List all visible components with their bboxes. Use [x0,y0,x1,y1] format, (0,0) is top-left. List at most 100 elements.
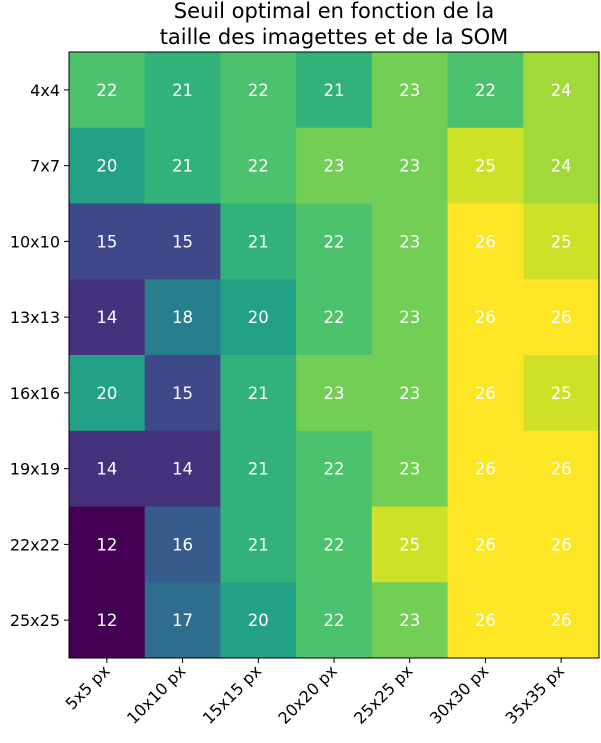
heatmap-cell [69,430,146,507]
heatmap-cell [296,506,373,583]
cell-value-label: 22 [475,81,496,100]
cell-value-label: 26 [551,535,572,554]
heatmap-cell [371,506,449,583]
heatmap-cells [69,52,600,659]
cell-value-label: 23 [399,81,420,100]
cell-value-label: 14 [172,460,193,479]
y-tick-label: 25x25 [10,611,60,630]
heatmap-cell [296,355,373,432]
cell-value-label: 26 [475,384,496,403]
heatmap-cell [220,506,297,583]
heatmap-cell [296,127,373,204]
cell-value-label: 23 [399,611,420,630]
heatmap-cell [447,203,524,280]
cell-value-label: 23 [324,384,345,403]
heatmap-cell [296,203,373,280]
heatmap-cell [447,279,524,356]
cell-value-label: 25 [551,384,572,403]
cell-value-label: 24 [551,157,572,176]
cell-value-label: 12 [96,611,117,630]
cell-value-label: 25 [551,232,572,251]
cell-value-label: 20 [96,384,117,403]
cell-value-label: 23 [399,384,420,403]
cell-value-label: 26 [475,308,496,327]
heatmap-cell [447,52,524,129]
heatmap-cell [69,127,146,204]
heatmap-cell [144,582,221,659]
heatmap-cell [69,506,146,583]
x-tick-label: 15x15 px [199,661,265,727]
heatmap-cell [144,203,221,280]
heatmap-cell [144,430,221,507]
cell-value-label: 21 [248,384,269,403]
x-axis: 5x5 px 10x10 px 15x15 px 20x20 px 25x25 px 30… [62,658,568,728]
y-tick-label: 13x13 [10,308,60,327]
cell-value-label: 22 [324,308,345,327]
heatmap-cell [296,279,373,356]
heatmap-cell [220,127,297,204]
cell-value-label: 20 [248,308,269,327]
heatmap-cell [371,127,449,204]
heatmap-cell [144,279,221,356]
cell-value-label: 22 [324,460,345,479]
heatmap-cell [220,430,297,507]
heatmap-cell [523,279,600,356]
heatmap-cell [69,52,146,129]
heatmap-cell [371,52,449,129]
heatmap-cell [371,582,449,659]
cell-value-label: 23 [399,157,420,176]
cell-value-label: 22 [324,232,345,251]
cell-value-label: 26 [475,611,496,630]
cell-value-label: 16 [172,535,193,554]
cell-value-label: 21 [248,232,269,251]
y-tick-label: 19x19 [10,460,60,479]
y-tick-label: 22x22 [10,535,60,554]
cell-value-label: 24 [551,81,572,100]
heatmap-cell [523,582,600,659]
heatmap-cell [69,582,146,659]
y-axis: 4x4 7x7 10x10 13x13 16x16 19x19 22x22 25x25 [10,81,69,630]
cell-value-label: 15 [172,232,193,251]
heatmap-cell [371,203,449,280]
cell-value-label: 22 [324,535,345,554]
x-tick-label: 20x20 px [274,661,340,727]
heatmap-cell [523,355,600,432]
heatmap-cell [371,430,449,507]
cell-value-label: 23 [399,232,420,251]
cell-value-label: 21 [248,535,269,554]
cell-value-label: 21 [172,81,193,100]
chart-title-line-1: Seuil optimal en fonction de la [174,0,495,23]
cell-value-label: 15 [96,232,117,251]
cell-value-label: 21 [248,460,269,479]
heatmap-cell [144,506,221,583]
cell-value-label: 26 [475,460,496,479]
cell-value-label: 14 [96,460,117,479]
cell-value-label: 26 [475,535,496,554]
cell-value-label: 20 [248,611,269,630]
x-tick-label: 35x35 px [502,661,568,727]
heatmap-cell [220,52,297,129]
cell-value-label: 26 [551,460,572,479]
heatmap-cell [296,582,373,659]
heatmap-cell [220,203,297,280]
heatmap-cell [220,279,297,356]
cell-value-label: 23 [324,157,345,176]
y-tick-label: 4x4 [30,81,60,100]
cell-value-label: 18 [172,308,193,327]
heatmap-cell [523,430,600,507]
heatmap-cell-labels: 22 21 22 21 23 22 24 20 21 22 23 23 25 24 15 15 21 22 23 26… [96,81,571,630]
cell-value-label: 25 [475,157,496,176]
cell-value-label: 26 [551,308,572,327]
heatmap-cell [447,355,524,432]
x-tick-label: 30x30 px [426,661,492,727]
cell-value-label: 25 [399,535,420,554]
cell-value-label: 15 [172,384,193,403]
heatmap-cell [447,430,524,507]
heatmap-cell [447,506,524,583]
heatmap-cell [69,203,146,280]
plot-frame [68,51,600,659]
heatmap-cell [296,52,373,129]
heatmap-cell [523,203,600,280]
cell-value-label: 17 [172,611,193,630]
heatmap-cell [144,127,221,204]
